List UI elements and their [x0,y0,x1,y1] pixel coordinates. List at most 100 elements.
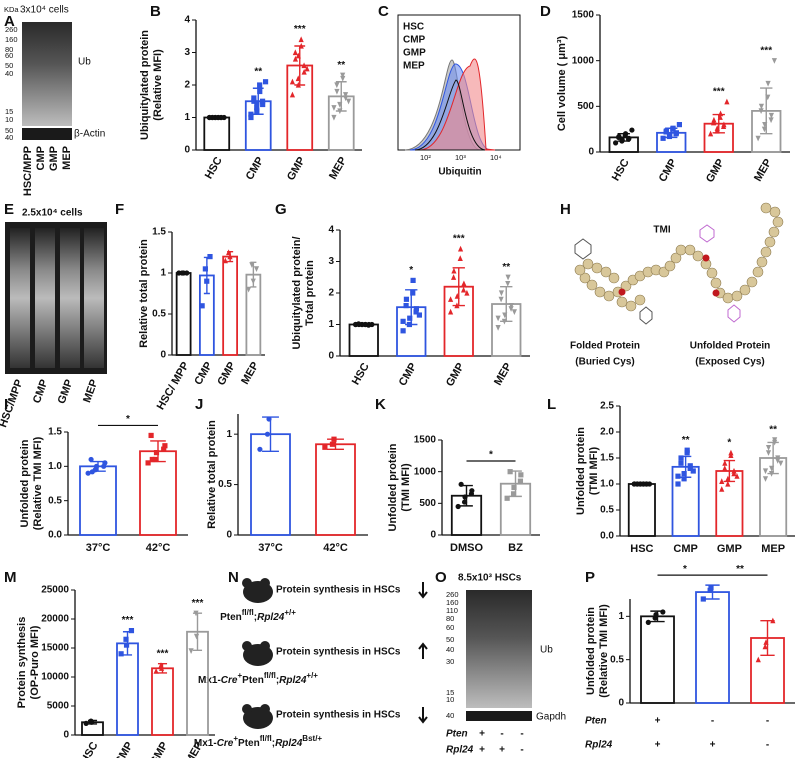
data-point [410,290,416,296]
data-point [714,125,720,131]
y-tick-label: 1 [160,268,166,279]
data-point [455,503,461,510]
data-point [725,475,731,482]
data-point [708,130,714,137]
legend-entry: MEP [403,61,425,72]
data-point [758,108,764,114]
x-tick-label: HSC [350,361,372,387]
data-point [700,596,706,602]
data-point [508,306,514,312]
x-tick-label: CMP [397,361,420,388]
data-point [758,103,765,110]
data-point [653,612,659,618]
data-point [369,321,375,328]
data-point [690,468,696,474]
data-point [778,460,784,467]
genotype-part: fl/fl [264,671,276,680]
bar [203,116,231,151]
mw-marker: 10 [446,695,454,704]
significance-label: ** [736,564,744,575]
loading-label: Gapdh [536,712,566,723]
data-point [334,88,340,95]
significance-label: ** [682,435,690,446]
genotype-part: Cre [221,675,238,686]
y-tick-label: 0 [618,698,624,709]
data-point [331,105,337,111]
gel-title: 2.5x10⁴ cells [22,208,83,219]
data-point [675,473,681,479]
caption: Protein synthesis in HSCs [276,647,401,658]
genotype-part: +/+ [284,608,296,617]
arrow-up [418,642,428,659]
data-point [161,446,167,452]
genotype-label: Pten [585,716,607,727]
x-tick-label: GMP [148,740,171,758]
data-point [292,49,298,56]
genotype-label: Rpl24 [446,745,474,756]
bar [139,450,177,536]
data-point [400,318,406,324]
data-point [631,481,637,487]
bar-chart: 0 1 2 3 4 Ubiquitylated protein/Total protein… [291,225,530,389]
genotype-part: Pten [238,738,260,749]
error-bar [452,267,465,307]
blot-o: 8.5x10³ HSCs Ub Gapdh [458,573,566,723]
x-tick-label: CMP [244,155,267,182]
x-tick-label: GMP [717,543,742,555]
y-axis-label: Unfolded protein [585,607,597,695]
bar [116,642,139,736]
genotype-part: Pten [220,612,242,623]
data-point [645,619,651,626]
data-point [248,114,254,121]
y-tick-label: 0.5 [218,479,232,490]
y-axis-label: Total protein [304,260,316,326]
data-point [145,460,151,466]
y-axis-label: Cell volume ( μm³) [556,35,568,131]
data-point [708,585,714,591]
data-point [722,465,728,471]
y-tick-label: 4 [184,15,190,26]
x-axis-label: Ubiquitin [438,167,481,178]
genotype-part: Rpl24 [275,738,303,749]
x-tick-label: 37°C [258,542,283,554]
data-point [469,488,475,494]
bar [315,443,356,536]
data-point [289,91,296,98]
significance-label: *** [294,24,306,35]
data-point [331,436,337,442]
data-point [504,495,510,501]
data-point [158,665,165,671]
data-point [675,481,681,487]
genotype-part: +/+ [306,671,318,680]
mw-marker: 110 [446,606,458,615]
data-point [762,122,768,128]
data-point [681,476,687,482]
data-point [454,293,460,299]
y-tick-label: 2.0 [600,427,614,438]
x-tick-label: MEP [761,543,785,555]
diagram-label: Unfolded Protein [690,341,771,352]
data-point [102,460,108,466]
y-tick-label: 3 [328,256,334,267]
data-point [322,444,328,450]
data-point [717,114,723,120]
data-point [85,470,91,476]
kda-label: KDa [4,5,19,14]
y-tick-label: 1.0 [600,479,614,490]
data-point [461,499,468,505]
significance-label: ** [254,66,262,77]
diagram-label: (Exposed Cys) [695,357,764,368]
bar-chart: 0.0 0.5 1.0 1.5 2.0 2.5 Unfolded protein (TMI M… [575,401,795,555]
data-point [511,484,517,491]
data-point [227,253,233,260]
tmi-molecule [699,224,741,323]
mw-marker: 60 [446,623,454,632]
y-axis-label: Ubiquitylated protein [139,30,151,140]
genotype-label: Rpl24 [585,740,613,751]
bar [151,667,174,736]
caption: Protein synthesis in HSCs [276,585,401,596]
data-point [83,720,89,727]
gel-e: 2.5x10⁴ cells [5,208,107,374]
